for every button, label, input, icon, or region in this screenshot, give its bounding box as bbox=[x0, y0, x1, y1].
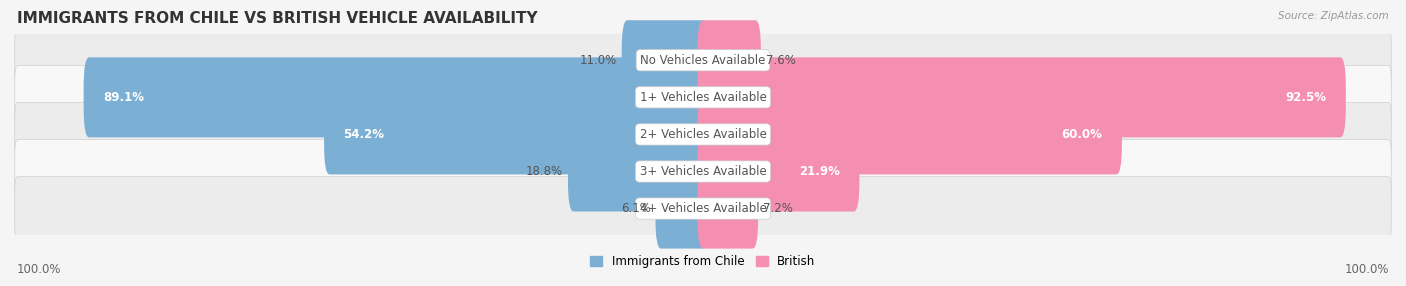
FancyBboxPatch shape bbox=[14, 28, 1392, 92]
FancyBboxPatch shape bbox=[14, 65, 1392, 129]
FancyBboxPatch shape bbox=[14, 140, 1392, 203]
Text: 54.2%: 54.2% bbox=[343, 128, 384, 141]
FancyBboxPatch shape bbox=[697, 20, 761, 100]
FancyBboxPatch shape bbox=[697, 132, 859, 212]
FancyBboxPatch shape bbox=[697, 57, 1346, 137]
Text: 4+ Vehicles Available: 4+ Vehicles Available bbox=[640, 202, 766, 215]
Text: No Vehicles Available: No Vehicles Available bbox=[640, 54, 766, 67]
Text: 100.0%: 100.0% bbox=[1344, 263, 1389, 276]
Text: 100.0%: 100.0% bbox=[17, 263, 62, 276]
Text: 2+ Vehicles Available: 2+ Vehicles Available bbox=[640, 128, 766, 141]
Text: 92.5%: 92.5% bbox=[1285, 91, 1326, 104]
Text: 6.1%: 6.1% bbox=[621, 202, 651, 215]
Text: Source: ZipAtlas.com: Source: ZipAtlas.com bbox=[1278, 11, 1389, 21]
FancyBboxPatch shape bbox=[14, 177, 1392, 241]
FancyBboxPatch shape bbox=[14, 103, 1392, 166]
Legend: Immigrants from Chile, British: Immigrants from Chile, British bbox=[586, 250, 820, 273]
Text: 18.8%: 18.8% bbox=[526, 165, 564, 178]
Text: 60.0%: 60.0% bbox=[1062, 128, 1102, 141]
Text: 89.1%: 89.1% bbox=[103, 91, 143, 104]
FancyBboxPatch shape bbox=[697, 168, 758, 249]
FancyBboxPatch shape bbox=[323, 94, 709, 174]
FancyBboxPatch shape bbox=[568, 132, 709, 212]
FancyBboxPatch shape bbox=[621, 20, 709, 100]
Text: 7.2%: 7.2% bbox=[763, 202, 793, 215]
FancyBboxPatch shape bbox=[83, 57, 709, 137]
Text: 7.6%: 7.6% bbox=[766, 54, 796, 67]
FancyBboxPatch shape bbox=[655, 168, 709, 249]
Text: IMMIGRANTS FROM CHILE VS BRITISH VEHICLE AVAILABILITY: IMMIGRANTS FROM CHILE VS BRITISH VEHICLE… bbox=[17, 11, 537, 26]
Text: 11.0%: 11.0% bbox=[579, 54, 617, 67]
Text: 21.9%: 21.9% bbox=[799, 165, 841, 178]
Text: 3+ Vehicles Available: 3+ Vehicles Available bbox=[640, 165, 766, 178]
FancyBboxPatch shape bbox=[697, 94, 1122, 174]
Text: 1+ Vehicles Available: 1+ Vehicles Available bbox=[640, 91, 766, 104]
